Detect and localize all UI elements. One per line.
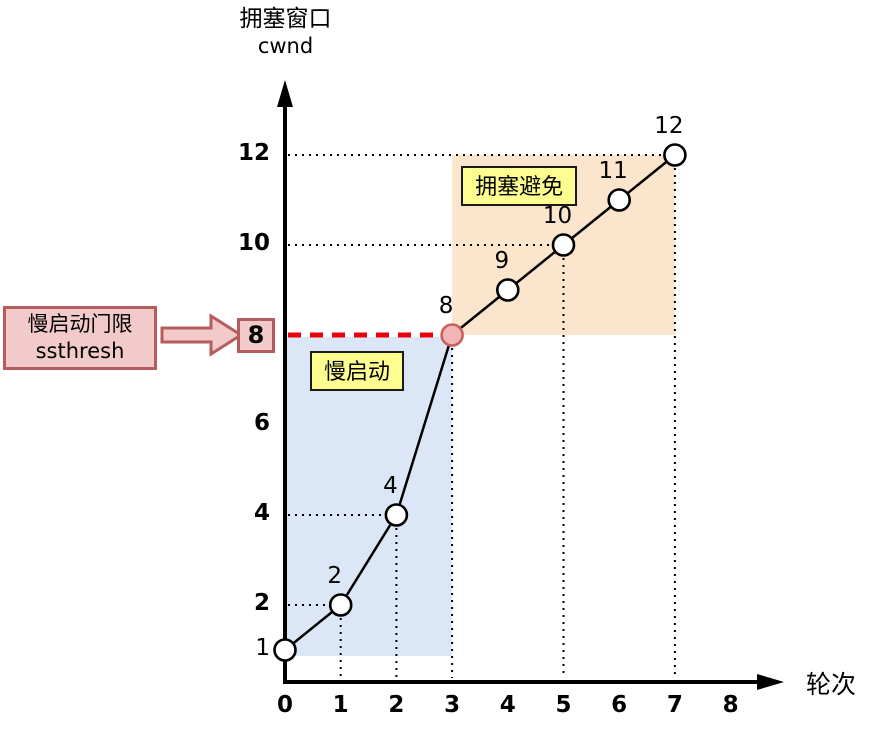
- ssthresh-label-cn: 慢启动门限: [27, 312, 133, 336]
- y-tick-label-1: 1: [255, 635, 270, 661]
- congestion-avoidance-label: 拥塞避免: [461, 166, 578, 206]
- data-point: [495, 278, 520, 302]
- ssthresh-value-box: 8: [237, 318, 275, 353]
- ssthresh-label-en: ssthresh: [35, 339, 125, 363]
- point-label-12: 12: [654, 113, 684, 139]
- y-tick-label-10: 10: [237, 230, 270, 256]
- y-axis-title-cn: 拥塞窗口: [239, 6, 332, 32]
- data-point-ssthresh: [440, 323, 464, 347]
- x-tick-label-1: 1: [332, 692, 349, 718]
- point-label-8: 8: [438, 293, 454, 319]
- x-tick-label-8: 8: [722, 692, 739, 718]
- ssthresh-arrow-icon: [160, 313, 244, 357]
- y-tick-label-6: 6: [253, 410, 270, 436]
- x-axis-arrowhead: [757, 674, 784, 690]
- point-label-2: 2: [327, 563, 342, 589]
- y-axis-arrowhead: [277, 80, 293, 107]
- x-tick-label-3: 3: [444, 692, 461, 718]
- x-tick-label-4: 4: [499, 692, 516, 718]
- y-tick-label-4: 4: [253, 500, 270, 526]
- x-tick-label-6: 6: [611, 692, 628, 718]
- ssthresh-label-box: 慢启动门限 ssthresh: [3, 306, 157, 370]
- point-label-11: 11: [598, 158, 628, 184]
- y-axis-title-en: cwnd: [257, 34, 314, 58]
- x-axis-title: 轮次: [806, 670, 857, 699]
- point-label-10: 10: [542, 203, 573, 229]
- x-tick-label-5: 5: [555, 692, 572, 718]
- x-tick-label-0: 0: [276, 692, 293, 718]
- point-label-9: 9: [494, 248, 510, 274]
- slow-start-label: 慢启动: [310, 351, 405, 391]
- data-point: [663, 143, 687, 167]
- data-point: [607, 188, 632, 212]
- data-point: [273, 638, 297, 662]
- data-point: [328, 593, 353, 617]
- x-tick-label-7: 7: [666, 692, 683, 718]
- cwnd-line: [284, 154, 676, 651]
- data-point: [551, 233, 576, 257]
- y-axis-title: 拥塞窗口 cwnd: [203, 6, 368, 60]
- y-tick-label-12: 12: [237, 140, 270, 166]
- x-tick-label-2: 2: [388, 692, 405, 718]
- point-label-4: 4: [383, 473, 398, 499]
- y-tick-label-2: 2: [253, 590, 270, 616]
- data-point: [384, 503, 409, 527]
